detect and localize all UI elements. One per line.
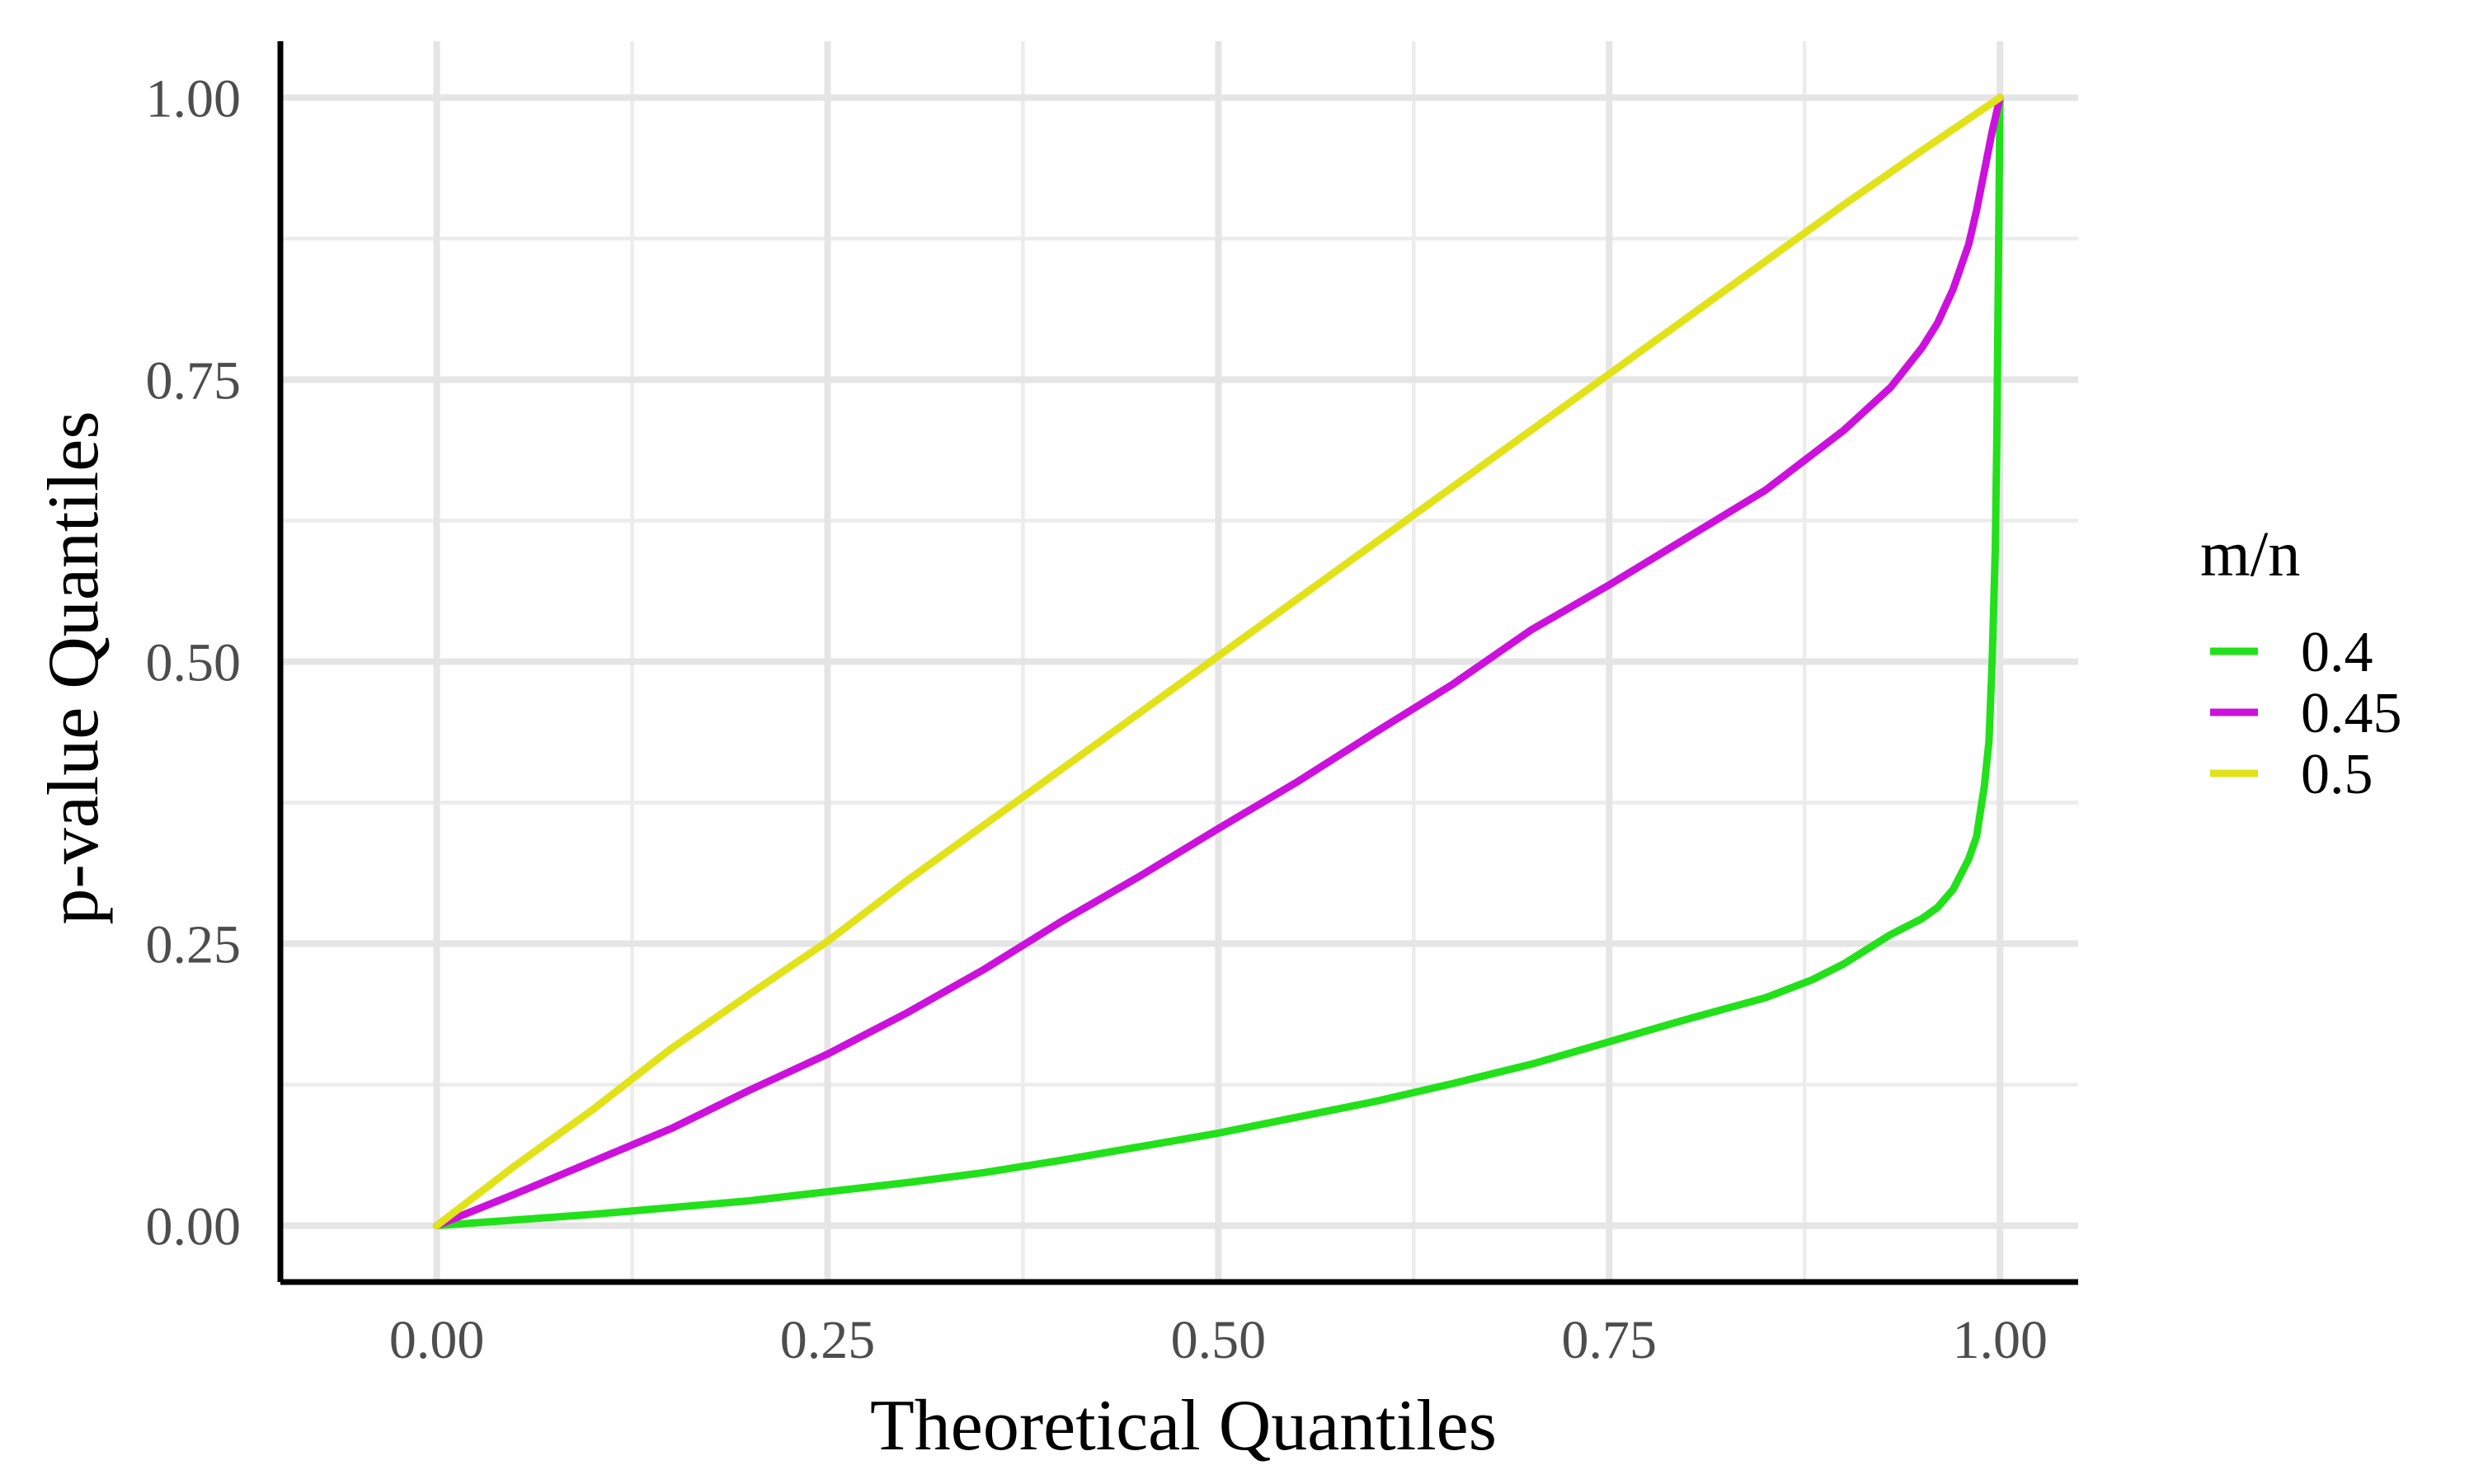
y-tick-labels: 0.00 0.25 0.50 0.75 1.00 (146, 68, 242, 1256)
x-tick-label: 0.00 (389, 1310, 485, 1370)
x-axis-title: Theoretical Quantiles (870, 1386, 1497, 1466)
y-tick-label: 1.00 (146, 68, 242, 129)
major-gridlines (280, 41, 2078, 1282)
legend-label-0.45: 0.45 (2301, 682, 2402, 745)
y-tick-label: 0.00 (146, 1197, 242, 1257)
series-line-0.4 (433, 93, 2004, 1230)
legend-title: m/n (2200, 518, 2300, 589)
x-tick-labels: 0.00 0.25 0.50 0.75 1.00 (389, 1310, 2048, 1370)
y-tick-label: 0.75 (146, 350, 242, 411)
x-tick-label: 1.00 (1952, 1310, 2048, 1370)
series-lines (433, 93, 2004, 1230)
x-tick-label: 0.25 (780, 1310, 876, 1370)
legend-items: 0.40.450.5 (2210, 621, 2402, 806)
minor-gridlines (280, 41, 2078, 1282)
x-tick-label: 0.50 (1171, 1310, 1267, 1370)
y-tick-label: 0.50 (146, 633, 242, 693)
series-line-0.45 (433, 93, 2004, 1230)
series-line-0.5 (433, 93, 2004, 1230)
x-tick-label: 0.75 (1562, 1310, 1658, 1370)
legend-label-0.5: 0.5 (2301, 743, 2373, 806)
legend: m/n 0.40.450.5 (2200, 518, 2402, 806)
y-axis-title: p-value Quantiles (34, 411, 114, 924)
legend-label-0.4: 0.4 (2301, 621, 2373, 684)
y-tick-label: 0.25 (146, 915, 242, 975)
